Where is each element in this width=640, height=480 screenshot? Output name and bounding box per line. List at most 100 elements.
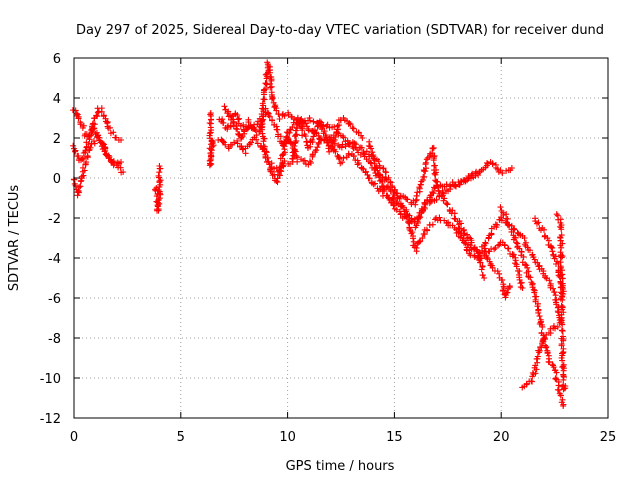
y-tick-label: -6: [48, 292, 61, 307]
data-point: [408, 215, 415, 222]
data-point: [293, 124, 300, 131]
data-point: [228, 113, 235, 120]
data-point: [520, 253, 527, 260]
data-point: [273, 107, 280, 114]
data-point: [234, 111, 241, 118]
data-point: [534, 353, 541, 360]
data-point: [331, 123, 338, 130]
data-point: [557, 392, 564, 399]
data-point: [262, 80, 269, 87]
data-point: [559, 321, 566, 328]
data-point: [72, 147, 79, 154]
data-point: [332, 133, 339, 140]
data-point: [355, 160, 362, 167]
data-point: [518, 248, 525, 255]
data-point: [90, 138, 97, 145]
data-point: [549, 361, 556, 368]
data-point: [302, 120, 309, 127]
data-point: [290, 119, 297, 126]
track-2: [70, 121, 124, 167]
data-point: [274, 175, 281, 182]
data-point: [483, 252, 490, 259]
data-point: [155, 172, 162, 179]
x-tick-label: 20: [493, 430, 510, 445]
data-point: [93, 112, 100, 119]
data-point: [559, 275, 566, 282]
data-point: [364, 171, 371, 178]
data-point: [549, 248, 556, 255]
data-point: [334, 122, 341, 129]
data-point: [376, 171, 383, 178]
y-tick-label: -10: [40, 372, 61, 387]
data-point: [267, 84, 274, 91]
data-point: [513, 263, 520, 270]
track-9: [365, 138, 565, 325]
data-point: [519, 285, 526, 291]
data-point: [456, 225, 463, 232]
data-point: [500, 212, 507, 219]
data-point: [261, 86, 268, 93]
data-point: [446, 182, 453, 189]
data-point: [110, 158, 117, 165]
data-point: [382, 168, 389, 175]
data-point: [219, 116, 226, 123]
data-point: [362, 168, 369, 175]
data-point: [553, 369, 560, 376]
data-point: [529, 378, 536, 385]
data-point: [253, 132, 260, 139]
data-point: [503, 167, 510, 174]
data-point: [506, 221, 513, 228]
data-point: [220, 119, 227, 126]
data-point: [404, 196, 411, 203]
data-point: [101, 148, 108, 155]
data-point: [550, 322, 557, 329]
data-point: [457, 220, 464, 227]
data-point: [551, 289, 558, 296]
data-point: [80, 172, 87, 179]
x-axis-label: GPS time / hours: [286, 459, 395, 474]
data-point: [373, 163, 380, 170]
data-point: [513, 239, 520, 246]
data-point: [451, 210, 458, 217]
x-tick-label: 5: [177, 430, 185, 445]
data-point: [482, 240, 489, 247]
data-point: [277, 133, 284, 140]
data-point: [372, 180, 379, 187]
data-point: [369, 149, 376, 156]
y-tick-labels: -12 -10 -8 -6 -4 -2 0 2 4 6: [40, 52, 61, 427]
data-point: [283, 133, 290, 140]
data-point: [75, 115, 82, 122]
data-point: [207, 111, 214, 118]
data-point: [289, 155, 296, 162]
data-point: [360, 149, 367, 156]
data-point: [262, 154, 269, 161]
data-point: [276, 115, 283, 122]
data-point: [558, 244, 565, 251]
data-point: [554, 258, 561, 265]
data-point: [383, 169, 390, 176]
data-point: [560, 337, 567, 344]
track-15: [553, 211, 569, 393]
data-point: [89, 121, 96, 128]
data-point: [264, 109, 271, 116]
data-point: [411, 218, 418, 225]
data-point: [550, 285, 557, 292]
data-point: [309, 136, 316, 143]
x-tick-label: 15: [386, 430, 403, 445]
data-point: [91, 125, 98, 132]
data-point: [354, 161, 361, 168]
y-tick-label: 0: [53, 172, 61, 187]
data-point: [447, 183, 454, 190]
data-point: [224, 126, 231, 133]
data-point: [284, 136, 291, 143]
data-point: [261, 96, 268, 103]
data-point: [489, 264, 496, 271]
y-tick-label: -12: [40, 412, 61, 427]
data-point: [417, 238, 424, 245]
data-point: [266, 161, 273, 168]
data-point: [494, 166, 501, 173]
data-point: [534, 259, 541, 266]
x-tick-label: 25: [600, 430, 617, 445]
data-point: [464, 177, 471, 184]
